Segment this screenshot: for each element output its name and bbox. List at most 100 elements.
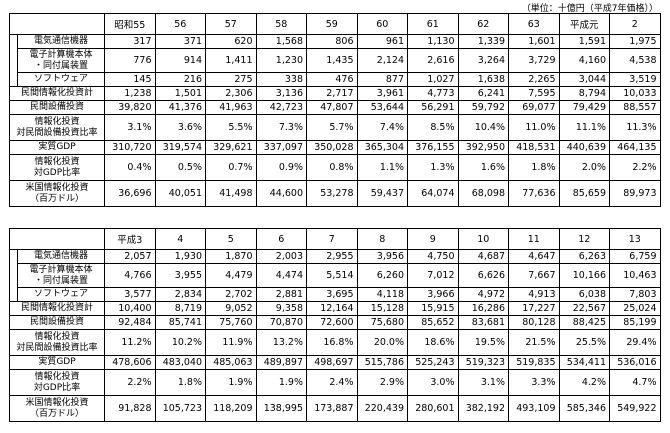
- cell-value: 4,687: [457, 249, 509, 264]
- table-row: 電気通信機器 317 371 620 1,568 806 961 1,130 1,339 1,60…: [9, 34, 661, 87]
- cell-value: 0.7%: [205, 154, 257, 181]
- row-label-line: 対民間設備投資比率: [16, 342, 98, 353]
- row-label: 情報化投資 対GDP比率: [9, 369, 105, 396]
- cell-value: 36,696: [104, 180, 156, 207]
- cell-value: 138,995: [255, 395, 307, 422]
- cell-value: 6,260: [356, 263, 408, 288]
- cell-value: 317: [104, 34, 156, 49]
- cell-value: 0.9%: [255, 154, 307, 181]
- row-label-line: 対民間設備投資比率: [16, 127, 98, 138]
- table-row: 米国情報化投資 （百万ドル） 36,696 40,051 41,498 44,600 53,…: [9, 180, 661, 207]
- cell-value: 92,484: [104, 315, 156, 330]
- cell-value: 365,304: [356, 140, 408, 155]
- cell-value: 489,897: [255, 355, 307, 370]
- unit-note: （単位：十億円（平成7年価格））: [521, 4, 658, 14]
- corner-cell: [9, 228, 105, 250]
- cell-value: 5.5%: [205, 114, 257, 141]
- cell-value: 6,038: [558, 287, 610, 302]
- cell-value: 1.3%: [407, 154, 459, 181]
- row-label-line: 情報化投資: [34, 156, 80, 167]
- cell-value: 2,124: [356, 48, 408, 73]
- row-label-line: 対GDP比率: [33, 167, 81, 178]
- cell-value: 392,950: [457, 140, 509, 155]
- cell-value: 20.0%: [356, 329, 408, 356]
- cell-value: 498,697: [306, 355, 358, 370]
- row-label: 実質GDP: [9, 140, 105, 155]
- cell-value: 1,870: [205, 249, 257, 264]
- cell-value: 4,474: [255, 263, 307, 288]
- cell-value: 145: [104, 72, 156, 87]
- table-row: 民間設備投資 39,820 41,376 41,963 42,723 47,807 53,6…: [9, 100, 661, 115]
- row-label-line: 実質GDP: [38, 357, 76, 367]
- cell-value: 1.9%: [205, 369, 257, 396]
- cell-value: 3,519: [609, 72, 661, 87]
- row-label: 実質GDP: [9, 355, 105, 370]
- column-header: 4: [154, 228, 206, 250]
- cell-value: 4,773: [407, 86, 459, 101]
- row-label-line: 電子計算機本体: [29, 49, 93, 60]
- cell-value: 1,591: [558, 34, 610, 49]
- table-row: 実質GDP 310,720 319,574 329,621 337,097 350,028…: [9, 140, 661, 155]
- cell-value: 2.4%: [306, 369, 358, 396]
- indent-cell: [9, 34, 18, 87]
- table-row: 民間情報化投資計 10,400 8,719 9,052 9,358 12,164 15,12…: [9, 301, 661, 316]
- cell-value: 2.2%: [609, 154, 661, 181]
- cell-value: 75,760: [205, 315, 257, 330]
- cell-value: 493,109: [508, 395, 560, 422]
- cell-value: 485,063: [205, 355, 257, 370]
- column-header: 平成元: [558, 13, 610, 35]
- cell-value: 1,435: [306, 48, 358, 73]
- column-header: 61: [407, 13, 459, 35]
- column-header: 6: [255, 228, 307, 250]
- cell-value: 105,723: [154, 395, 206, 422]
- cell-value: 7,595: [508, 86, 560, 101]
- cell-value: 2,003: [255, 249, 307, 264]
- cell-value: 85,199: [609, 315, 661, 330]
- cell-value: 1.1%: [356, 154, 408, 181]
- table-row: 米国情報化投資 （百万ドル） 91,828 105,723 118,209 138,995…: [9, 395, 661, 422]
- cell-value: 47,807: [306, 100, 358, 115]
- cell-value: 371: [154, 34, 206, 49]
- cell-value: 0.8%: [306, 154, 358, 181]
- cell-value: 1,027: [407, 72, 459, 87]
- column-header: 10: [457, 228, 509, 250]
- cell-value: 476: [306, 72, 358, 87]
- cell-value: 39,820: [104, 100, 156, 115]
- column-header: 63: [508, 13, 560, 35]
- indent-cell: [9, 249, 18, 302]
- row-label: 米国情報化投資 （百万ドル）: [9, 180, 105, 207]
- row-label-line: 電子計算機本体: [29, 264, 93, 275]
- cell-value: 3,136: [255, 86, 307, 101]
- cell-value: 2,616: [407, 48, 459, 73]
- cell-value: 16,286: [457, 301, 509, 316]
- cell-value: 7.4%: [356, 114, 408, 141]
- row-label: 電子計算機本体 ・同付属装置: [17, 263, 105, 288]
- cell-value: 525,243: [407, 355, 459, 370]
- cell-value: 72,600: [306, 315, 358, 330]
- row-label: 民間情報化投資計: [9, 301, 105, 316]
- cell-value: 6,626: [457, 263, 509, 288]
- cell-value: 216: [154, 72, 206, 87]
- cell-value: 2,057: [104, 249, 156, 264]
- column-header: 5: [205, 228, 257, 250]
- cell-value: 4,118: [356, 287, 408, 302]
- cell-value: 4,972: [457, 287, 509, 302]
- cell-value: 19.5%: [457, 329, 509, 356]
- cell-value: 464,135: [609, 140, 661, 155]
- cell-value: 10.2%: [154, 329, 206, 356]
- cell-value: 88,425: [558, 315, 610, 330]
- cell-value: 53,278: [306, 180, 358, 207]
- cell-value: 3,961: [356, 86, 408, 101]
- cell-value: 10,463: [609, 263, 661, 288]
- cell-value: 41,963: [205, 100, 257, 115]
- cell-value: 2.2%: [104, 369, 156, 396]
- cell-value: 478,606: [104, 355, 156, 370]
- cell-value: 3,729: [508, 48, 560, 73]
- cell-value: 17,227: [508, 301, 560, 316]
- cell-value: 9,358: [255, 301, 307, 316]
- row-label: 情報化投資 対民間設備投資比率: [9, 329, 105, 356]
- cell-value: 440,639: [558, 140, 610, 155]
- cell-value: 79,429: [558, 100, 610, 115]
- cell-value: 68,098: [457, 180, 509, 207]
